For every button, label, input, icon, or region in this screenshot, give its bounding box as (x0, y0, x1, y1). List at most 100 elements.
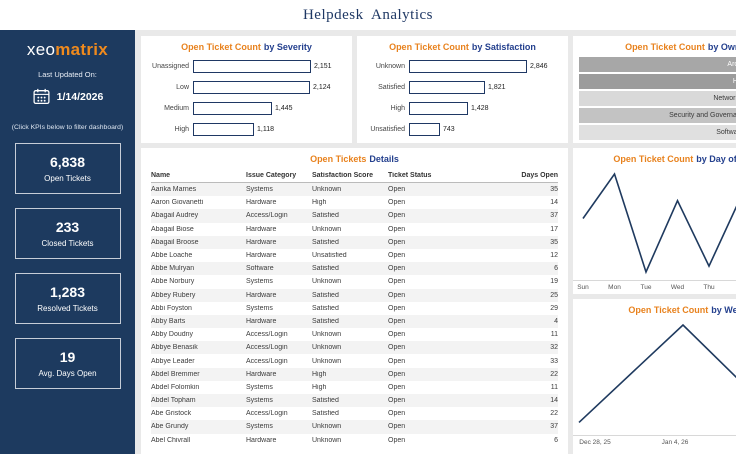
table-row[interactable]: Abe Grundy Systems Unknown Open 37 (151, 420, 558, 434)
table-cell: 14 (550, 199, 558, 207)
table-cell: Systems (246, 304, 273, 312)
table-row[interactable]: Abel Chivrall Hardware Unknown Open 6 (151, 434, 558, 447)
bar-row[interactable]: Unassigned 2,151 (145, 56, 346, 77)
bar-row[interactable]: Unknown 2,846 (361, 56, 562, 77)
page-title: Helpdesk Analytics (0, 0, 736, 30)
table-row[interactable]: Abbye Benasik Access/Login Unknown Open 32 (151, 341, 558, 355)
chart-title-accent: Open Ticket Count (613, 154, 694, 164)
kpi-label: Resolved Tickets (37, 304, 98, 313)
by-week-svg (578, 323, 736, 427)
table-cell: 25 (550, 291, 558, 299)
table-row[interactable]: Abby Barts Hardware Satisfied Open 4 (151, 314, 558, 329)
table-cell: Hardware (246, 199, 277, 207)
chart-title-accent: Open Ticket Count (625, 42, 705, 52)
table-row[interactable]: Abbe Loache Hardware Unsatisfied Open 12 (151, 249, 558, 262)
table-cell: 29 (550, 304, 558, 312)
table-row[interactable]: Abbe Mulryan Software Satisfied Open 6 (151, 262, 558, 276)
column-header[interactable]: Name (151, 172, 171, 179)
table-row[interactable]: Abdel Folomkin Systems High Open 11 (151, 381, 558, 394)
table-cell: Open (388, 397, 406, 405)
kpi-card[interactable]: 233 Closed Tickets (14, 208, 121, 259)
owner-bar[interactable]: Architecture | 1,441 (579, 57, 736, 72)
severity-chart-title: Open Ticket Count by Severity (141, 36, 352, 52)
bar-row[interactable]: High 1,118 (145, 119, 346, 140)
bar[interactable] (193, 102, 272, 115)
table-row[interactable]: Abbey Rubery Hardware Satisfied Open 25 (151, 288, 558, 302)
table-cell: Open (388, 304, 406, 312)
logo-suffix: matrix (55, 40, 109, 59)
table-cell: Hardware (246, 252, 277, 260)
table-cell: Aarika Marnes (151, 186, 197, 194)
table-row[interactable]: Abbi Foyston Systems Satisfied Open 29 (151, 302, 558, 315)
column-header[interactable]: Satisfaction Score (312, 172, 374, 179)
bar-row[interactable]: Low 2,124 (145, 77, 346, 98)
table-cell: Unknown (312, 423, 342, 431)
bar-category-label: Medium (164, 105, 189, 112)
table-row[interactable]: Abby Doudny Access/Login Unknown Open 11 (151, 328, 558, 341)
table-row[interactable]: Abagail Audrey Access/Login Satisfied Open 3… (151, 209, 558, 223)
by_day-line[interactable] (582, 172, 736, 275)
bar[interactable] (193, 81, 310, 94)
column-header[interactable]: Issue Category (246, 172, 297, 179)
table-cell: 11 (550, 331, 558, 339)
bar-category-label: Satisfied (378, 84, 405, 91)
severity-rows: Unassigned 2,151 Low 2,124 Medium 1,445 High 1,… (141, 52, 352, 140)
bar-row[interactable]: High 1,428 (361, 98, 562, 119)
table-cell: Satisfied (312, 410, 339, 418)
table-cell: Unknown (312, 186, 342, 194)
severity-chart-card: Open Ticket Count by Severity Unassigned 2… (141, 36, 352, 143)
table-row[interactable]: Aaron Giovanetti Hardware High Open 14 (151, 196, 558, 209)
table-row[interactable]: Aarika Marnes Systems Unknown Open 35 (151, 183, 558, 197)
bar-category-label: Unknown (375, 63, 405, 70)
by_week-line[interactable] (578, 323, 736, 427)
table-cell: Software (246, 265, 274, 273)
bar[interactable] (409, 60, 527, 73)
table-row[interactable]: Abbe Norbury Systems Unknown Open 19 (151, 275, 558, 288)
kpi-list: 6,838 Open Tickets 233 Closed Tickets 1,283 R… (0, 143, 135, 389)
table-cell: Satisfied (312, 212, 339, 220)
owner-bar[interactable]: Security and Governance | 1,330 (579, 108, 736, 123)
table-row[interactable]: Abe Gristock Access/Login Satisfied Open 22 (151, 407, 558, 420)
owner-bar[interactable]: Hardware | 1,431 (579, 74, 736, 89)
kpi-card[interactable]: 19 Avg. Days Open (14, 338, 121, 389)
kpi-value: 1,283 (49, 284, 86, 300)
kpi-label: Closed Tickets (41, 239, 94, 248)
bar-row[interactable]: Medium 1,445 (145, 98, 346, 119)
bar[interactable] (409, 102, 468, 115)
table-cell: Unknown (312, 278, 342, 286)
bar-row[interactable]: Unsatisfied 743 (361, 119, 562, 140)
table-cell: Abbe Loache (151, 252, 193, 260)
bar-row[interactable]: Satisfied 1,821 (361, 77, 562, 98)
table-cell: 35 (550, 238, 558, 246)
owner-bar[interactable]: Networking | 1,332 (579, 91, 736, 106)
bar[interactable] (409, 123, 440, 136)
table-row[interactable]: Abagail Biose Hardware Unknown Open 17 (151, 223, 558, 236)
bar-value-label: 2,124 (313, 84, 331, 91)
by-day-svg (582, 172, 736, 275)
table-row[interactable]: Abbye Leader Access/Login Unknown Open 33 (151, 354, 558, 367)
kpi-card[interactable]: 1,283 Resolved Tickets (14, 273, 121, 324)
column-header[interactable]: Ticket Status (388, 172, 432, 179)
table-cell: 33 (550, 357, 558, 365)
table-cell: Abbe Norbury (151, 278, 195, 286)
column-header[interactable]: Days Open (521, 172, 558, 179)
bar[interactable] (193, 123, 254, 136)
table-title-accent: Open Tickets (310, 154, 367, 164)
table-cell: High (312, 370, 327, 378)
table-cell: Satisfied (312, 397, 339, 405)
owner-bar[interactable]: Software | 1,301 (579, 125, 736, 140)
table-row[interactable]: Abdel Topham Systems Satisfied Open 14 (151, 394, 558, 408)
table-cell: 32 (550, 344, 558, 352)
table-row[interactable]: Abdel Bremmer Hardware High Open 22 (151, 367, 558, 381)
calendar-icon (33, 88, 50, 104)
table-cell: 22 (550, 370, 558, 378)
table-cell: Satisfied (312, 317, 339, 325)
table-cell: Open (388, 436, 406, 444)
logo-prefix: xeo (26, 40, 56, 59)
bar[interactable] (409, 81, 485, 94)
kpi-card[interactable]: 6,838 Open Tickets (14, 143, 121, 194)
table-cell: 35 (550, 186, 558, 194)
table-row[interactable]: Abagail Broose Hardware Satisfied Open 35 (151, 235, 558, 249)
table-cell: Open (388, 186, 406, 194)
bar[interactable] (193, 60, 311, 73)
